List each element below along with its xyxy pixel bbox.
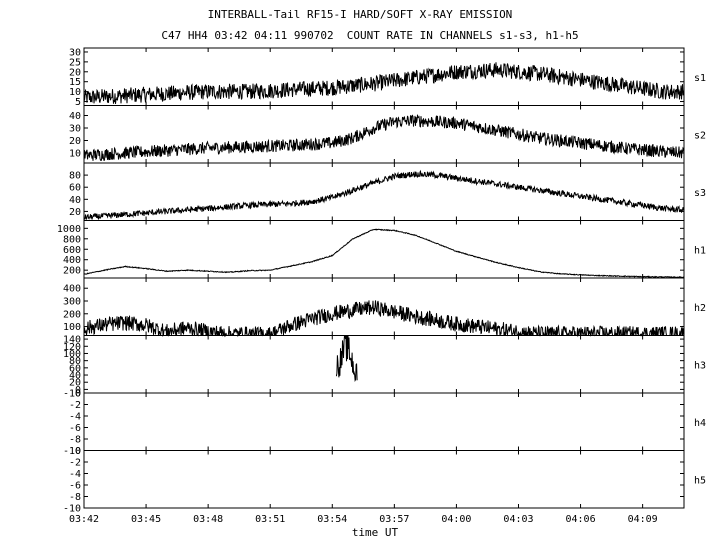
chart-subtitle: C47 HH4 03:42 04:11 990702 COUNT RATE IN… xyxy=(161,29,579,42)
y-tick-label: 20 xyxy=(69,207,81,218)
y-tick-label: 200 xyxy=(63,309,81,320)
y-tick-label: 5 xyxy=(75,97,81,108)
channel-label: h1 xyxy=(694,245,706,256)
y-tick-label: 300 xyxy=(63,297,81,308)
channel-label: s2 xyxy=(694,130,706,141)
series-line-s1 xyxy=(83,62,685,104)
channel-label: h5 xyxy=(694,475,706,486)
y-tick-label: 200 xyxy=(63,266,81,277)
y-tick-label: 40 xyxy=(69,195,81,206)
y-tick-label: 40 xyxy=(69,371,81,382)
channel-label: s1 xyxy=(694,73,706,84)
channel-label: s3 xyxy=(694,188,706,199)
channel-label: h3 xyxy=(694,360,706,371)
series-line-h3 xyxy=(335,335,358,382)
y-tick-label: 400 xyxy=(63,284,81,295)
panel-frame xyxy=(83,392,685,451)
y-tick-label: 0 xyxy=(75,446,81,457)
y-tick-label: 60 xyxy=(69,183,81,194)
y-tick-label: -2 xyxy=(69,458,81,469)
y-tick-label: 600 xyxy=(63,245,81,256)
x-tick-label: 04:06 xyxy=(565,514,595,525)
y-tick-label: -4 xyxy=(69,412,81,423)
y-tick-label: 10 xyxy=(69,87,81,98)
y-tick-label: 20 xyxy=(69,67,81,78)
y-tick-label: -4 xyxy=(69,469,81,480)
y-tick-label: 1000 xyxy=(57,224,81,235)
panel-frame xyxy=(83,105,685,164)
y-tick-label: -8 xyxy=(69,435,81,446)
x-tick-label: 03:54 xyxy=(317,514,347,525)
x-tick-label: 03:51 xyxy=(255,514,285,525)
x-axis-label: time UT xyxy=(351,526,399,539)
series-line-s2 xyxy=(83,114,685,161)
y-tick-label: 140 xyxy=(63,335,81,346)
y-tick-label: 100 xyxy=(63,349,81,360)
y-tick-label: -8 xyxy=(69,492,81,503)
panel-frame xyxy=(83,220,685,279)
y-tick-label: 80 xyxy=(69,356,81,367)
x-tick-label: 04:00 xyxy=(441,514,471,525)
y-tick-label: 30 xyxy=(69,124,81,135)
y-tick-label: -10 xyxy=(63,446,81,457)
chart-panels: 51015202530s110203040s220406080s32004006… xyxy=(57,47,706,514)
y-tick-label: 80 xyxy=(69,171,81,182)
channel-label: h4 xyxy=(694,418,706,429)
y-tick-label: -2 xyxy=(69,400,81,411)
y-tick-label: 10 xyxy=(69,149,81,160)
y-tick-label: -6 xyxy=(69,481,81,492)
y-tick-label: 20 xyxy=(69,136,81,147)
y-tick-label: 40 xyxy=(69,111,81,122)
x-tick-label: 04:09 xyxy=(628,514,658,525)
x-tick-label: 03:57 xyxy=(379,514,409,525)
y-tick-label: 100 xyxy=(63,322,81,333)
y-tick-label: 20 xyxy=(69,378,81,389)
x-tick-label: 03:48 xyxy=(193,514,223,525)
y-tick-label: 0 xyxy=(75,389,81,400)
y-tick-label: 60 xyxy=(69,363,81,374)
x-tick-label: 03:42 xyxy=(69,514,99,525)
x-tick-label: 04:03 xyxy=(503,514,533,525)
y-tick-label: 120 xyxy=(63,342,81,353)
y-tick-label: -10 xyxy=(63,389,81,400)
x-axis: 03:42 03:45 03:48 03:51 03:54 03:57 04:00 04:03… xyxy=(69,514,658,525)
series-line-h1 xyxy=(83,228,685,279)
y-tick-label: -6 xyxy=(69,423,81,434)
y-tick-label: 400 xyxy=(63,255,81,266)
y-tick-label: 0 xyxy=(75,385,81,396)
chart-title: INTERBALL-Tail RF15-I HARD/SOFT X-RAY EM… xyxy=(207,8,513,21)
y-tick-label: -10 xyxy=(63,504,81,515)
panel-frame xyxy=(83,335,685,394)
y-tick-label: 800 xyxy=(63,234,81,245)
series-line-h2 xyxy=(83,300,685,338)
y-tick-label: 30 xyxy=(69,47,81,58)
series-line-s3 xyxy=(83,169,685,220)
panel-frame xyxy=(83,450,685,509)
y-tick-label: 15 xyxy=(69,77,81,88)
y-tick-label: 25 xyxy=(69,57,81,68)
channel-label: h2 xyxy=(694,303,706,314)
x-tick-label: 03:45 xyxy=(131,514,161,525)
